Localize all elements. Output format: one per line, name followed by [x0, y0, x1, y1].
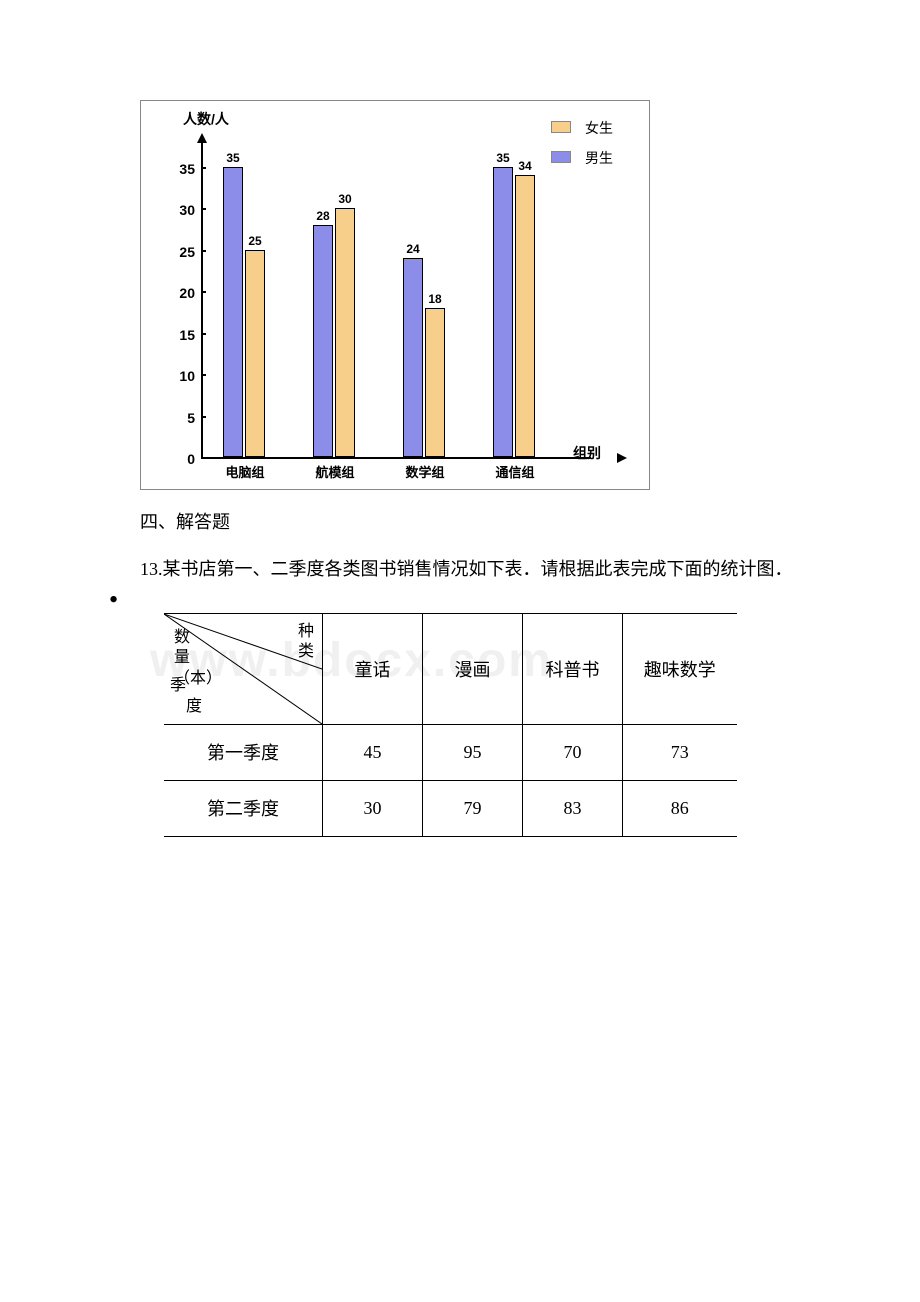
x-category-label: 数学组: [395, 462, 455, 481]
bar-value-label: 34: [514, 159, 536, 173]
table-row: 第二季度 30 79 83 86: [164, 780, 737, 836]
col-header: 科普书: [523, 613, 623, 724]
y-tick-mark: [201, 167, 206, 169]
y-tick-mark: [201, 208, 206, 210]
bar-female: [425, 308, 445, 457]
y-axis: [201, 139, 203, 459]
table-row: 第一季度 45 95 70 73: [164, 724, 737, 780]
table-corner-cell: 种类 数量（本） 季 度: [164, 613, 323, 724]
table-cell: 79: [423, 780, 523, 836]
x-category-label: 电脑组: [215, 462, 275, 481]
x-axis-label: 组别: [573, 443, 601, 463]
legend-label-male: 男生: [585, 148, 625, 168]
x-category-label: 通信组: [485, 462, 545, 481]
bar-value-label: 25: [244, 234, 266, 248]
bar-value-label: 30: [334, 192, 356, 206]
table-cell: 73: [623, 724, 737, 780]
table-cell: 45: [323, 724, 423, 780]
bar-male: [313, 225, 333, 457]
table-cell: 83: [523, 780, 623, 836]
y-tick-mark: [201, 333, 206, 335]
bar-male: [493, 167, 513, 457]
bar-female: [245, 250, 265, 457]
y-tick-label: 10: [167, 368, 195, 384]
corner-bot: 季 度: [170, 676, 202, 718]
bar-male: [223, 167, 243, 457]
bar-male: [403, 258, 423, 457]
bar-female: [335, 208, 355, 457]
table-cell: 70: [523, 724, 623, 780]
y-tick-label: 30: [167, 202, 195, 218]
sales-table: 种类 数量（本） 季 度 童话 漫画 科普书 趣味数学 第一季度 45 95 7…: [164, 613, 737, 837]
table-header-row: 种类 数量（本） 季 度 童话 漫画 科普书 趣味数学: [164, 613, 737, 724]
row-label: 第一季度: [164, 724, 323, 780]
col-header: 童话: [323, 613, 423, 724]
col-header: 漫画: [423, 613, 523, 724]
question-13-text: 13.某书店第一、二季度各类图书销售情况如下表．请根据此表完成下面的统计图．: [140, 554, 820, 585]
bar-value-label: 18: [424, 292, 446, 306]
y-tick-mark: [201, 291, 206, 293]
y-tick-label: 35: [167, 161, 195, 177]
bar-value-label: 28: [312, 209, 334, 223]
x-axis: [201, 457, 591, 459]
y-tick-mark: [201, 250, 206, 252]
y-tick-label: 5: [167, 410, 195, 426]
bar-value-label: 35: [492, 151, 514, 165]
y-tick-mark: [201, 374, 206, 376]
x-category-label: 航模组: [305, 462, 365, 481]
col-header: 趣味数学: [623, 613, 737, 724]
y-tick-label: 20: [167, 285, 195, 301]
bar-value-label: 35: [222, 151, 244, 165]
legend-label-female: 女生: [585, 118, 625, 138]
row-label: 第二季度: [164, 780, 323, 836]
y-tick-label: 0: [167, 451, 195, 467]
bar-chart: 人数/人 组别 女生 男生 05101520253035 3525电脑组2830…: [140, 100, 650, 490]
table-cell: 95: [423, 724, 523, 780]
y-tick-label: 25: [167, 244, 195, 260]
section-4-title: 四、解答题: [140, 508, 820, 534]
table-cell: 30: [323, 780, 423, 836]
y-tick-mark: [201, 416, 206, 418]
y-tick-label: 15: [167, 327, 195, 343]
bar-female: [515, 175, 535, 457]
corner-top: 种类: [298, 622, 314, 664]
plot-area: 05101520253035 3525电脑组2830航模组2418数学组3534…: [201, 119, 561, 459]
bar-value-label: 24: [402, 242, 424, 256]
table-cell: 86: [623, 780, 737, 836]
